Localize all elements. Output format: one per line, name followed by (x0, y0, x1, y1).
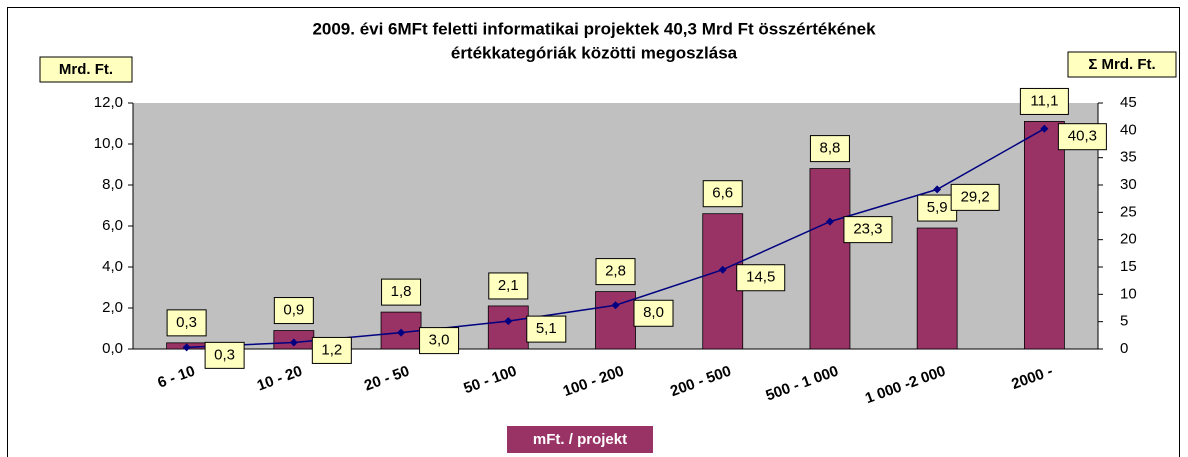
y2-label-box (1067, 51, 1177, 78)
bar-value-label-box (702, 180, 743, 208)
y-label-box (39, 56, 133, 83)
y2-tick-label: 35 (1120, 149, 1137, 166)
line-value-label-box (526, 315, 567, 343)
chart-title: értékkategóriák közötti megoszlása (451, 43, 738, 62)
line-value-label-box (950, 183, 1000, 211)
line-marker (504, 317, 513, 326)
bar (487, 305, 529, 350)
bar-value-label: 5,9 (927, 199, 948, 216)
line-marker (1040, 124, 1049, 133)
line-value-label-box (419, 327, 460, 355)
line-value-label: 3,0 (429, 332, 450, 349)
bar-value-label: 0,9 (283, 302, 304, 319)
bar-value-label-box (1019, 87, 1069, 115)
line-value-label: 5,1 (536, 320, 557, 337)
bar-value-label-box (166, 309, 207, 337)
line-marker (825, 217, 834, 226)
bar-value-label-box (381, 278, 422, 306)
y-tick-label: 2,0 (102, 299, 123, 316)
bar-value-label-box (488, 272, 529, 300)
y-tick-label: 12,0 (94, 94, 123, 111)
x-label-box (507, 426, 653, 453)
y2-tick-label: 30 (1120, 176, 1137, 193)
y2-tick-label: 40 (1120, 121, 1137, 138)
x-axis-label: mFt. / projekt (533, 431, 627, 448)
y2-tick-label: 15 (1120, 258, 1137, 275)
line-value-label-box (1057, 123, 1107, 151)
y2-tick-label: 0 (1120, 340, 1128, 357)
bar-value-label: 1,8 (391, 283, 412, 300)
chart-title: 2009. évi 6MFt feletti informatikai proj… (312, 19, 876, 38)
y-axis-label: Mrd. Ft. (59, 61, 113, 78)
bar-value-label: 8,8 (820, 140, 841, 157)
y-tick-label: 6,0 (102, 217, 123, 234)
y2-tick-label: 10 (1120, 285, 1137, 302)
bar (916, 227, 958, 350)
line-value-label: 29,2 (961, 188, 990, 205)
y2-tick-label: 25 (1120, 203, 1137, 220)
y-tick-label: 0,0 (102, 340, 123, 357)
line-marker (718, 265, 727, 274)
bar (702, 213, 744, 350)
bar-value-label-box (917, 194, 958, 222)
bar-value-label: 2,1 (498, 277, 519, 294)
bar (1023, 121, 1065, 350)
bar-value-label: 2,8 (605, 263, 626, 280)
line-value-label: 40,3 (1068, 128, 1097, 145)
y2-tick-label: 5 (1120, 313, 1128, 330)
y-tick-label: 4,0 (102, 258, 123, 275)
line-value-label-box (204, 341, 245, 369)
line-value-label: 8,0 (643, 304, 664, 321)
bar-value-label: 11,1 (1030, 92, 1058, 109)
bar-value-label-box (273, 297, 314, 325)
line-marker (611, 301, 620, 310)
y2-tick-label: 45 (1120, 94, 1137, 111)
line-marker (397, 328, 406, 337)
bar-value-label: 0,3 (176, 314, 197, 331)
line-value-label-box (633, 299, 674, 327)
line-value-label: 1,2 (321, 341, 342, 358)
line-value-label: 0,3 (214, 346, 235, 363)
line-value-label-box (843, 216, 893, 244)
bar (809, 168, 851, 350)
y2-tick-label: 20 (1120, 231, 1137, 248)
bar-value-label-box (809, 135, 850, 163)
y-tick-label: 8,0 (102, 176, 123, 193)
y2-axis-label: Σ Mrd. Ft. (1088, 56, 1155, 73)
line-marker (933, 185, 942, 194)
bar-value-label: 6,6 (712, 185, 733, 202)
bar-value-label-box (595, 258, 636, 286)
line-marker (289, 338, 298, 347)
line-marker (182, 343, 191, 352)
line-value-label: 23,3 (853, 221, 882, 238)
line-value-label-box (736, 264, 786, 292)
line-value-label: 14,5 (746, 269, 775, 286)
line-value-label-box (311, 336, 352, 364)
y-tick-label: 10,0 (94, 135, 123, 152)
